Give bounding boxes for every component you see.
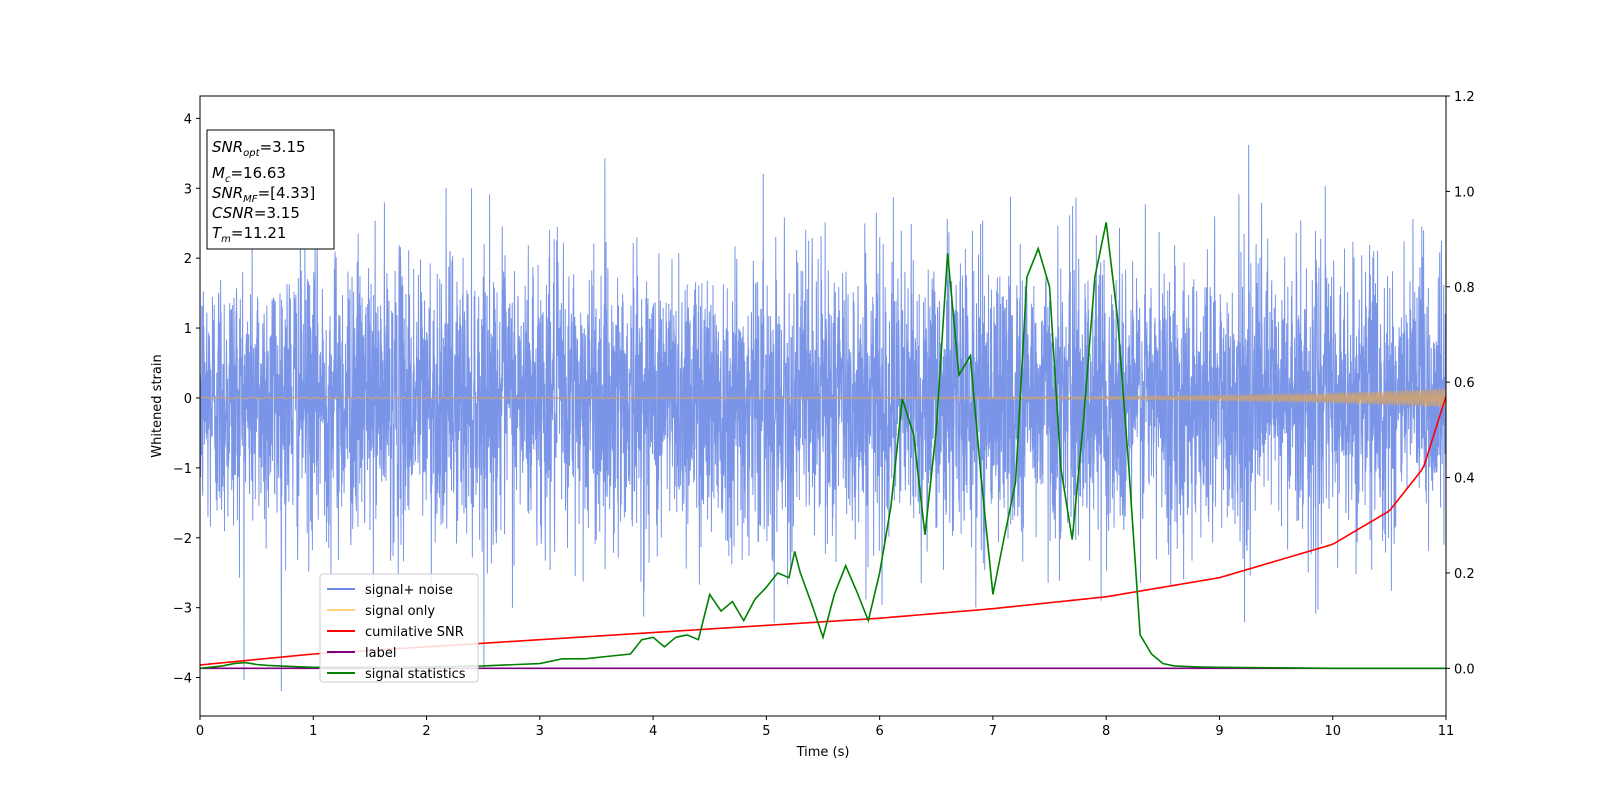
series-signal-only <box>200 387 1446 408</box>
y-axis-label: Whitened strain <box>150 354 165 457</box>
x-tick-label: 6 <box>875 724 883 739</box>
x-tick-label: 3 <box>536 724 544 739</box>
x-tick-label: 8 <box>1102 724 1110 739</box>
y-left-tick-label: −2 <box>173 532 192 547</box>
x-tick-label: 0 <box>196 724 204 739</box>
legend: signal+ noise signal only cumilative SNR la… <box>319 573 479 683</box>
legend-entry-label: cumilative SNR <box>365 625 464 640</box>
snr-mf-text: SNRMF=[4.33] <box>212 184 315 205</box>
legend-entry-label: signal+ noise <box>365 583 453 598</box>
y-left-tick-label: 3 <box>184 182 192 197</box>
y-left-tick-label: −1 <box>173 462 192 477</box>
x-tick-label: 2 <box>422 724 430 739</box>
legend-frame <box>319 573 479 683</box>
y-right-tick-label: 0.4 <box>1454 472 1475 487</box>
y-right-tick-label: 0.0 <box>1454 662 1475 677</box>
legend-entry-label: signal only <box>365 604 435 619</box>
y-left-tick-label: −3 <box>173 602 192 617</box>
y-right-tick-label: 1.0 <box>1454 185 1475 200</box>
y-left-tick-label: 2 <box>184 252 192 267</box>
y-right-tick-label: 0.6 <box>1454 376 1475 391</box>
plot-frame <box>199 95 1447 717</box>
mc-text: Mc=16.63 <box>212 164 286 185</box>
csnr-text: CSNR=3.15 <box>212 204 300 222</box>
y-left-tick-label: 4 <box>184 112 192 127</box>
legend-entry-label: signal statistics <box>365 667 466 682</box>
y-left-tick-label: 1 <box>184 322 192 337</box>
x-tick-label: 9 <box>1215 724 1223 739</box>
tm-text: Tm=11.21 <box>212 224 286 245</box>
y-right-tick-label: 0.8 <box>1454 281 1475 296</box>
x-axis-label: Time (s) <box>796 745 850 760</box>
legend-entry-label: label <box>365 646 396 661</box>
metrics-annotation-box: SNRopt=3.15 Mc=16.63 SNRMF=[4.33] CSNR=3… <box>206 129 335 250</box>
x-tick-label: 7 <box>989 724 997 739</box>
x-tick-label: 11 <box>1438 724 1455 739</box>
x-tick-label: 5 <box>762 724 770 739</box>
x-tick-label: 10 <box>1324 724 1341 739</box>
y-left-tick-label: 0 <box>184 392 192 407</box>
x-axis: 0 1 2 3 4 5 6 7 8 9 10 11 <box>196 716 1454 739</box>
y-right-tick-label: 0.2 <box>1454 567 1475 582</box>
y-axis-left: −4 −3 −2 −1 0 1 2 3 4 <box>173 112 200 687</box>
y-axis-right: 0.0 0.2 0.4 0.6 0.8 1.0 1.2 <box>1446 90 1475 677</box>
y-left-tick-label: −4 <box>173 672 192 687</box>
snr-opt-text: SNRopt=3.15 <box>212 138 306 159</box>
series-signal-statistics <box>200 222 1446 670</box>
series-signal-plus-noise <box>200 144 1446 692</box>
x-tick-label: 1 <box>309 724 317 739</box>
x-tick-label: 4 <box>649 724 657 739</box>
y-right-tick-label: 1.2 <box>1454 90 1475 105</box>
annotation-box-frame <box>206 129 335 250</box>
